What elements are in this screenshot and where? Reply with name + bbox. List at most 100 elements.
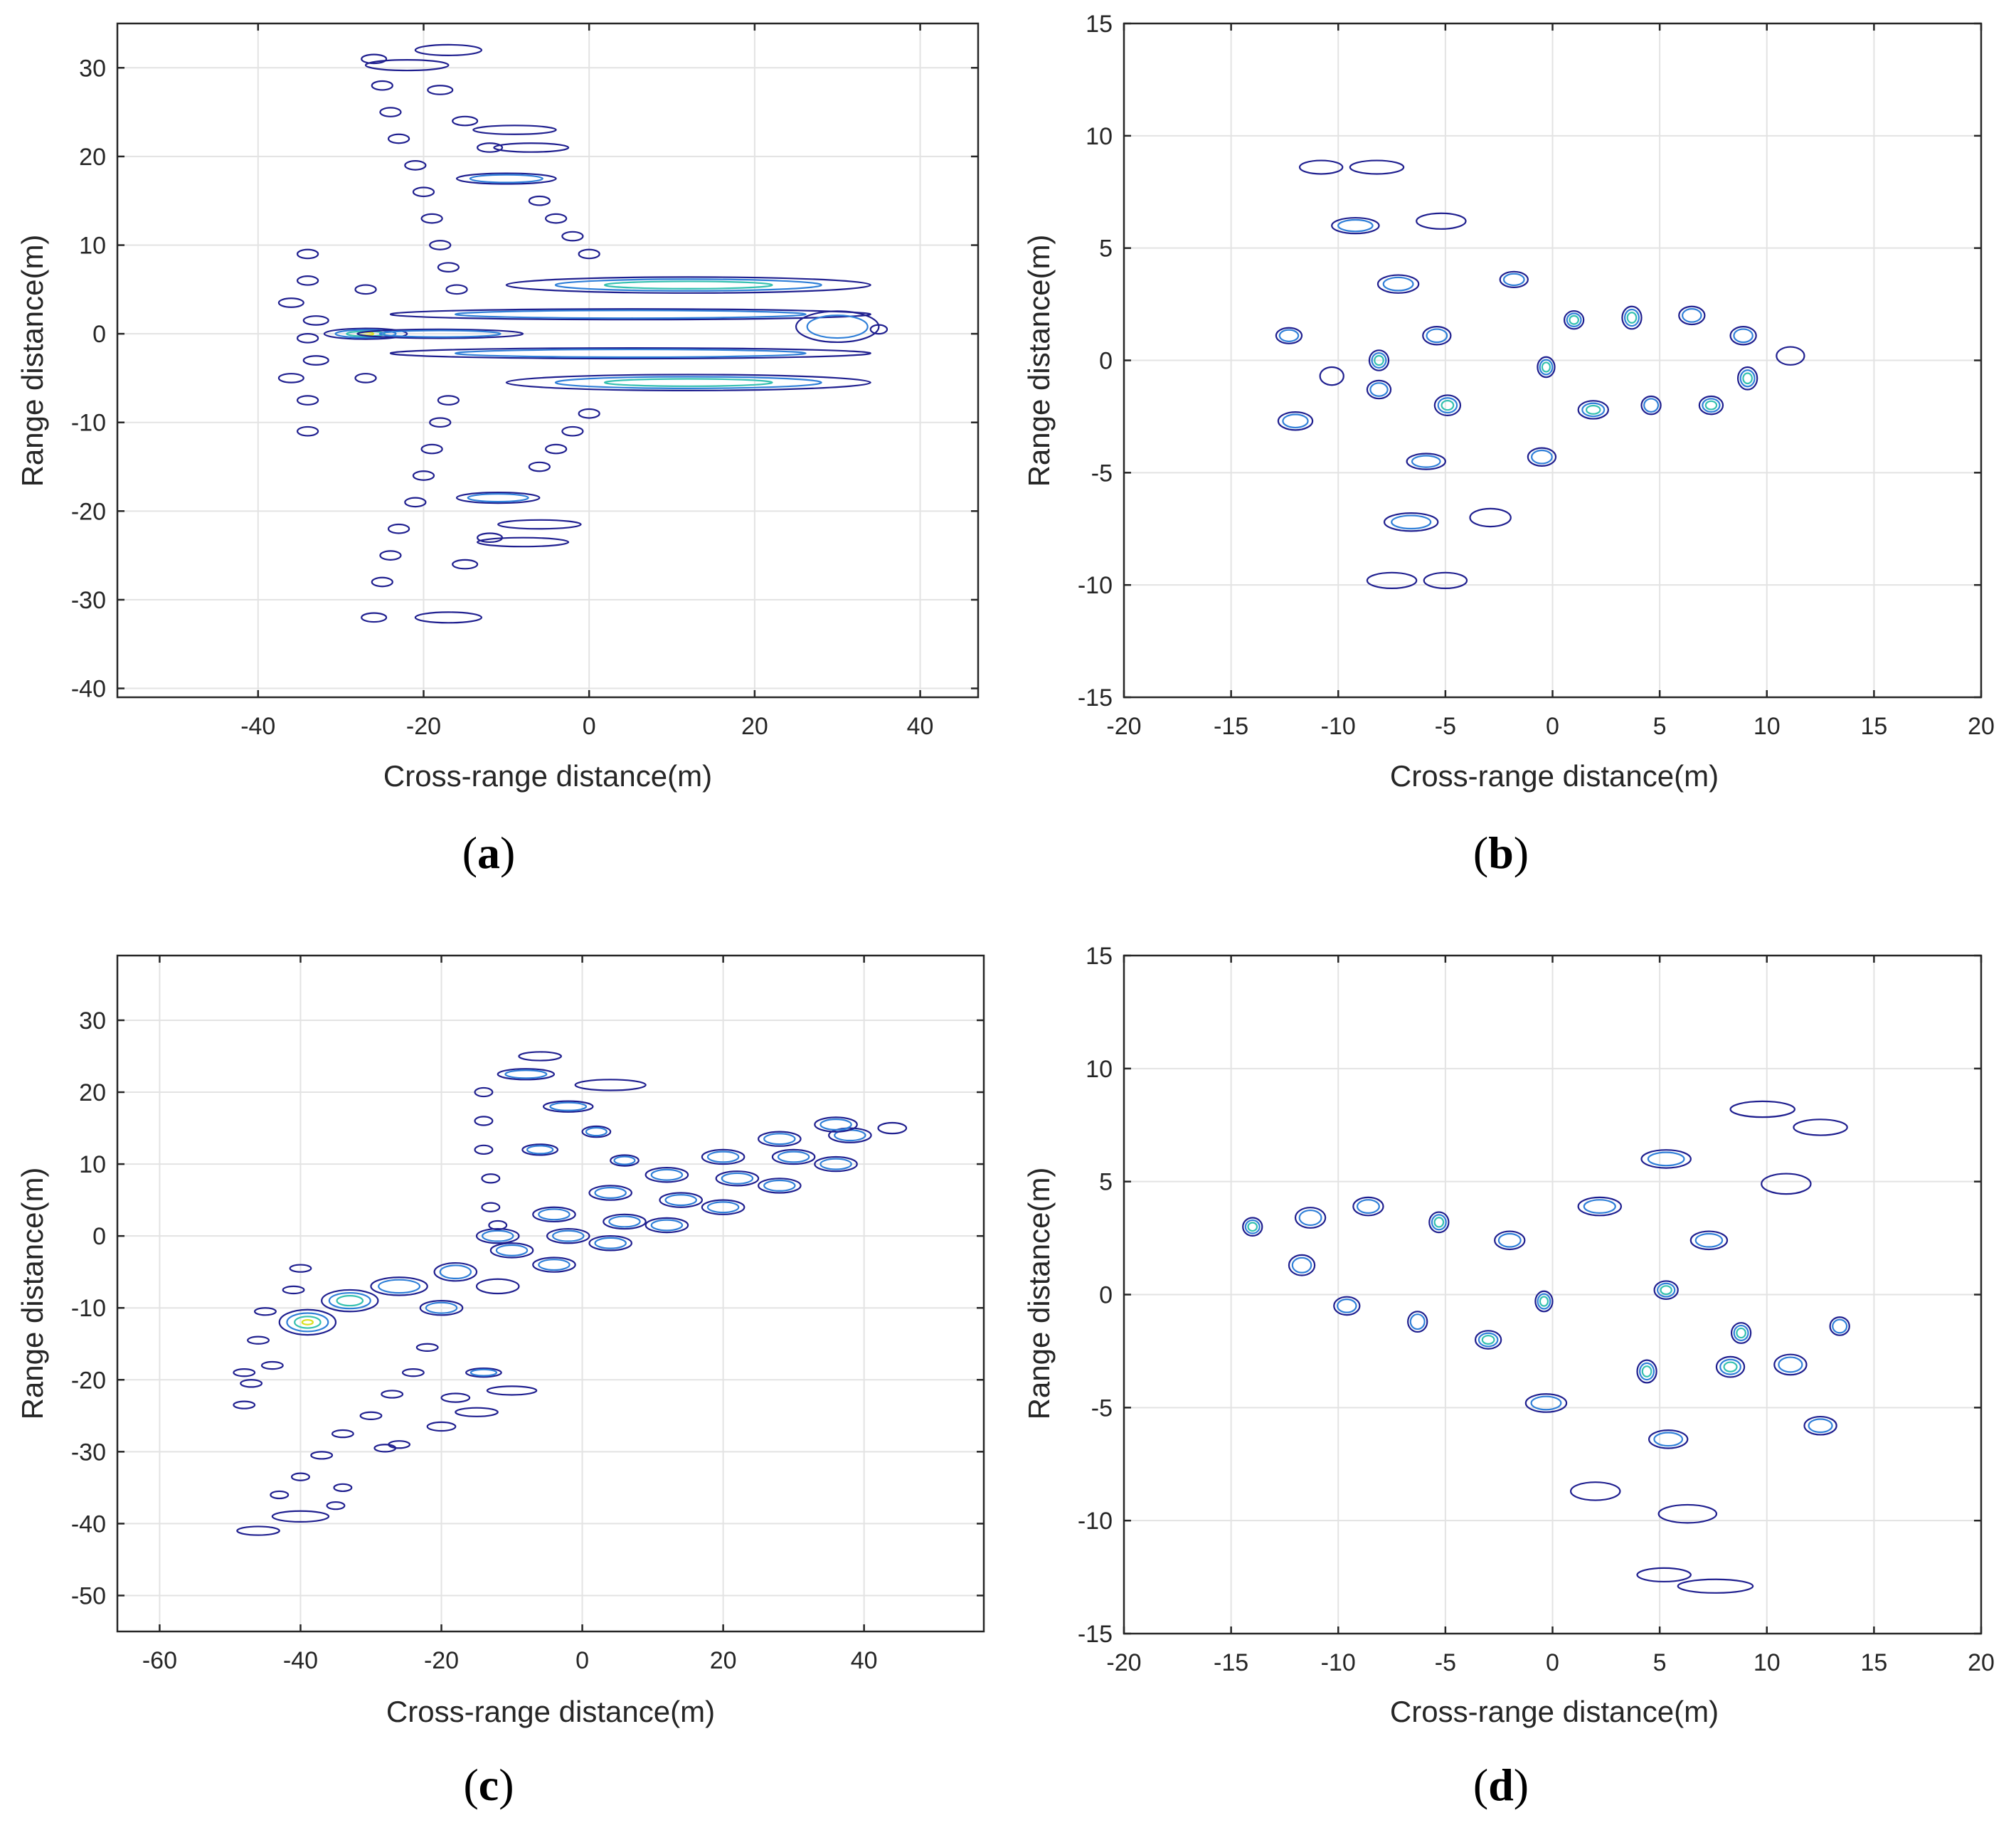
scatterer bbox=[1331, 216, 1380, 235]
y-tick-label: 5 bbox=[1099, 236, 1113, 263]
contour-ring bbox=[1356, 1199, 1380, 1214]
contour-ring bbox=[240, 1379, 263, 1388]
contour-ring bbox=[1441, 399, 1455, 411]
tick-marks bbox=[1123, 954, 1983, 1635]
contour-ring bbox=[455, 172, 557, 185]
contour-ring bbox=[1623, 308, 1640, 327]
scatterer bbox=[518, 1051, 562, 1062]
contour-ring bbox=[455, 1407, 499, 1417]
scatterer bbox=[1527, 447, 1557, 467]
tick-labels: -40 -20 0 20 40 -40 -30 -20 -10 0 10 20 30 bbox=[71, 55, 934, 740]
contour-ring bbox=[1371, 352, 1387, 369]
contour-ring bbox=[828, 1127, 872, 1143]
contour-ring bbox=[495, 1244, 529, 1257]
contour-ring bbox=[1537, 1293, 1551, 1310]
contour-ring bbox=[603, 378, 773, 387]
x-tick-label: 10 bbox=[1754, 713, 1781, 740]
contour-ring bbox=[1729, 326, 1757, 346]
scatterer bbox=[364, 58, 450, 72]
x-tick-label: -15 bbox=[1214, 1649, 1248, 1676]
contour-ring bbox=[1433, 394, 1462, 416]
scatterer bbox=[1407, 1311, 1428, 1333]
contour-ring bbox=[477, 142, 504, 153]
contour-ring bbox=[814, 1116, 858, 1133]
scatterer bbox=[477, 532, 504, 544]
x-tick-label: 15 bbox=[1860, 1649, 1887, 1676]
contour-ring bbox=[664, 1194, 697, 1207]
contour-ring bbox=[370, 1276, 428, 1296]
contour-ring bbox=[426, 1421, 457, 1432]
scatterer bbox=[1773, 1353, 1808, 1376]
contour-marks bbox=[233, 1051, 908, 1536]
contour-ring bbox=[1653, 1432, 1684, 1447]
contour-ring bbox=[1803, 1415, 1837, 1436]
contour-ring bbox=[354, 284, 377, 295]
contour-ring bbox=[1585, 405, 1601, 415]
scatterer bbox=[474, 1144, 494, 1155]
panel-caption-d: (d) bbox=[1473, 1760, 1529, 1810]
contour-ring bbox=[532, 1257, 576, 1273]
scatterer bbox=[445, 284, 468, 295]
scatterer bbox=[544, 213, 568, 224]
contour-ring bbox=[578, 408, 600, 419]
y-tick-label: 0 bbox=[1099, 1282, 1113, 1309]
caption-letter: a bbox=[477, 827, 500, 878]
scatterer bbox=[271, 1510, 330, 1523]
scatterer bbox=[1406, 453, 1446, 470]
axes-frame bbox=[116, 954, 985, 1633]
contour-ring bbox=[1677, 1578, 1754, 1594]
x-axis-label: Cross-range distance(m) bbox=[383, 759, 712, 793]
contour-ring bbox=[379, 107, 402, 117]
contour-ring bbox=[819, 1118, 852, 1131]
contour-ring bbox=[877, 1121, 908, 1135]
contour-ring bbox=[296, 425, 319, 437]
tick-marks bbox=[117, 23, 978, 697]
contour-ring bbox=[504, 1069, 548, 1079]
contour-ring bbox=[233, 1400, 256, 1409]
scatterer bbox=[758, 1131, 802, 1147]
contour-ring bbox=[1583, 1199, 1616, 1214]
contour-ring bbox=[1481, 1335, 1495, 1345]
scatterer bbox=[1689, 1230, 1729, 1251]
contour-ring bbox=[247, 1335, 270, 1345]
contour-ring bbox=[361, 612, 388, 623]
contour-ring bbox=[1298, 1209, 1322, 1227]
y-tick-label: -40 bbox=[71, 676, 106, 703]
contour-ring bbox=[1660, 1285, 1672, 1296]
scatterer bbox=[1469, 507, 1512, 528]
contour-ring bbox=[1776, 346, 1805, 366]
contour-ring bbox=[336, 1295, 364, 1307]
contour-ring bbox=[758, 1131, 802, 1147]
contour-ring bbox=[1541, 361, 1551, 373]
scatterer bbox=[1761, 1173, 1812, 1195]
scatterer bbox=[1570, 1481, 1621, 1501]
scatterer bbox=[481, 1173, 501, 1184]
scatterer bbox=[401, 1368, 425, 1377]
scatterer bbox=[333, 1483, 353, 1493]
scatterer bbox=[379, 107, 402, 117]
contour-ring bbox=[1569, 314, 1579, 325]
x-tick-label: -5 bbox=[1435, 713, 1456, 740]
contour-ring bbox=[715, 1170, 760, 1187]
contour-ring bbox=[486, 1385, 538, 1396]
contour-ring bbox=[1657, 1503, 1718, 1524]
caption-letter: d bbox=[1488, 1760, 1514, 1810]
x-tick-label: -60 bbox=[142, 1647, 177, 1674]
contour-ring bbox=[1247, 1222, 1258, 1232]
contour-ring bbox=[472, 125, 557, 135]
scatterer bbox=[359, 1411, 383, 1420]
contour-ring bbox=[518, 1051, 562, 1062]
contour-ring bbox=[758, 1178, 802, 1194]
contour-ring bbox=[296, 248, 319, 260]
contour-ring bbox=[278, 1308, 337, 1336]
scatterer bbox=[326, 1501, 346, 1511]
contour-ring bbox=[1416, 212, 1467, 230]
scatterer bbox=[814, 1155, 858, 1173]
caption-letter: b bbox=[1488, 827, 1514, 878]
x-tick-label: -40 bbox=[240, 713, 275, 740]
contour-ring bbox=[387, 523, 410, 534]
contour-ring bbox=[528, 195, 551, 206]
x-tick-label: -20 bbox=[406, 713, 441, 740]
contour-ring bbox=[1581, 402, 1606, 418]
